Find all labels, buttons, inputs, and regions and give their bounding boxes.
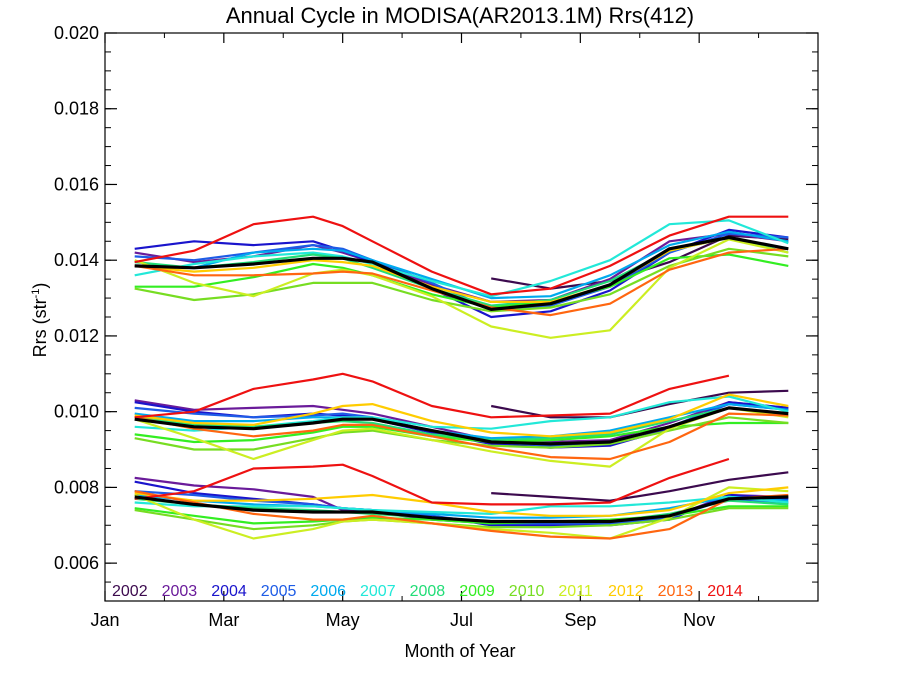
series-line-2006-lower — [134, 493, 789, 519]
legend-item-2013: 2013 — [658, 583, 694, 600]
legend-item-2010: 2010 — [509, 583, 545, 600]
x-tick-label: Jan — [90, 610, 119, 630]
legend-item-2009: 2009 — [459, 583, 495, 600]
x-tick-label: Mar — [208, 610, 239, 630]
x-tick-label: Sep — [564, 610, 596, 630]
series-line-2009-upper — [134, 253, 789, 309]
series-line-2002-lower — [491, 471, 789, 502]
chart-title: Annual Cycle in MODISA(AR2013.1M) Rrs(41… — [226, 3, 694, 28]
legend-item-2003: 2003 — [162, 583, 198, 600]
series-line-2013-lower — [134, 490, 789, 540]
legend: 2002 2003 2004 2005 2006 2007 2008 2009 2010 2011… — [112, 583, 743, 600]
y-tick-label: 0.016 — [54, 174, 99, 194]
legend-item-2012: 2012 — [608, 583, 644, 600]
x-axis-label: Month of Year — [404, 641, 515, 661]
y-tick-label: 0.010 — [54, 402, 99, 422]
x-tick-label: May — [326, 610, 360, 630]
series-line-2008-middle — [134, 406, 789, 442]
series-line-2010-upper — [134, 247, 789, 313]
legend-item-2007: 2007 — [360, 583, 396, 600]
y-tick-label: 0.018 — [54, 99, 99, 119]
y-tick-label: 0.020 — [54, 23, 99, 43]
y-tick-label: 0.014 — [54, 250, 99, 270]
y-tick-label: 0.006 — [54, 553, 99, 573]
mean-line-upper — [134, 235, 789, 311]
legend-item-2014: 2014 — [707, 583, 743, 600]
series-line-2012-middle — [134, 393, 789, 438]
mean-layer — [134, 235, 789, 524]
legend-item-2008: 2008 — [410, 583, 446, 600]
legend-item-2002: 2002 — [112, 583, 148, 600]
y-axis-label: Rrs (str-1) — [30, 283, 50, 358]
x-tick-label: Jul — [450, 610, 473, 630]
mean-line-middle — [134, 406, 789, 446]
y-axis-label-main: Rrs (str — [30, 298, 50, 357]
y-axis-label-close: ) — [30, 283, 50, 289]
y-tick-label: 0.008 — [54, 477, 99, 497]
series-line-2014-middle — [134, 372, 730, 419]
x-tick-label: Nov — [683, 610, 715, 630]
series-line-2007-upper — [134, 219, 789, 298]
series-line-2014-lower — [134, 457, 730, 506]
legend-item-2004: 2004 — [211, 583, 247, 600]
y-axis-label-superscript: -1 — [30, 289, 42, 299]
series-line-2013-middle — [134, 412, 789, 461]
series-line-2013-upper — [134, 247, 789, 317]
mean-line-lower — [134, 495, 789, 524]
y-tick-label: 0.012 — [54, 326, 99, 346]
series-line-2011-middle — [134, 406, 789, 468]
series-line-2014-upper — [134, 215, 789, 296]
series-line-2012-upper — [134, 236, 789, 303]
legend-item-2011: 2011 — [558, 583, 593, 600]
series-line-2007-lower — [134, 495, 789, 515]
series-line-2011-upper — [134, 238, 789, 339]
axes-layer: Jan Mar May Jul Sep Nov 0.006 0.008 0.010 0.012 0.… — [54, 23, 819, 630]
series-line-2006-upper — [134, 230, 789, 300]
legend-item-2006: 2006 — [310, 583, 346, 600]
legend-item-2005: 2005 — [261, 583, 297, 600]
